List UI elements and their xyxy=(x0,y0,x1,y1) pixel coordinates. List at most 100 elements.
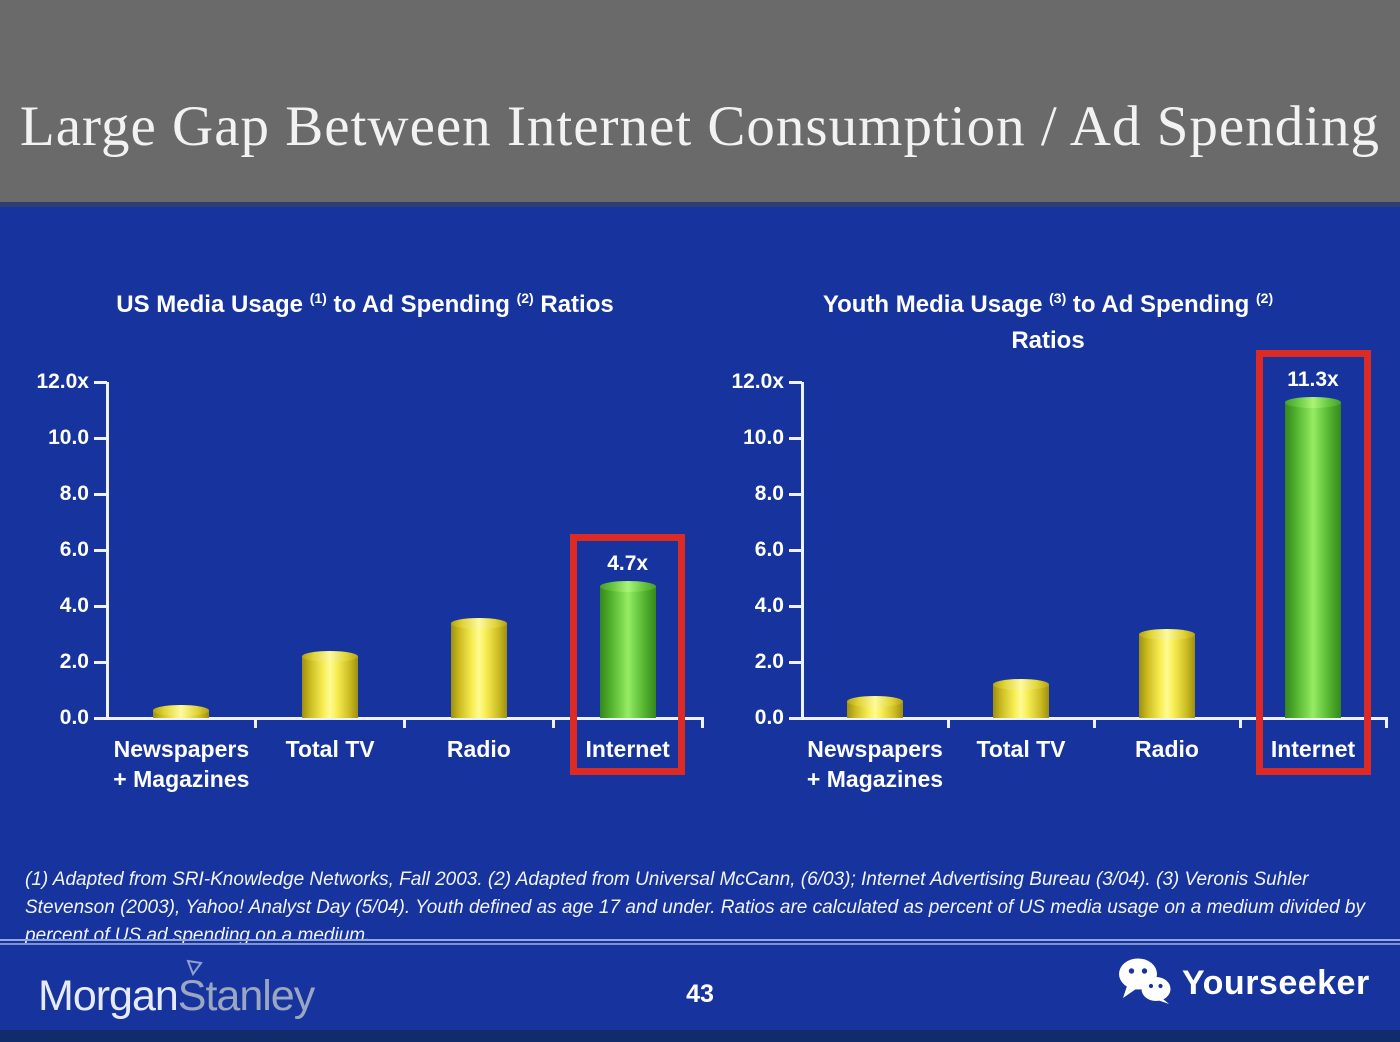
category-label: Radio xyxy=(389,734,569,764)
category-label-line: Radio xyxy=(446,736,511,762)
highlight-rectangle xyxy=(1255,349,1371,775)
y-tick xyxy=(789,660,802,664)
x-tick xyxy=(1238,718,1242,728)
y-axis xyxy=(800,382,804,718)
category-label-line: Internet xyxy=(585,736,670,762)
category-label: Newspapers + Magazines xyxy=(785,734,965,794)
y-tick-label: 10.0 xyxy=(743,426,784,449)
chart-title-text: (2) xyxy=(516,290,534,306)
brand-stanley: Stanley xyxy=(177,972,315,1020)
morgan-stanley-flag-icon xyxy=(186,959,204,982)
y-tick-label: 6.0 xyxy=(754,538,784,561)
x-tick xyxy=(1384,718,1388,728)
category-label: Newspapers + Magazines xyxy=(91,734,271,794)
y-tick xyxy=(789,716,802,720)
y-tick xyxy=(789,492,802,496)
y-tick-label: 12.0x xyxy=(731,370,784,393)
y-tick xyxy=(94,380,107,384)
y-tick-label: 2.0 xyxy=(754,650,784,673)
chart-title: US Media Usage (1) to Ad Spending (2) Ra… xyxy=(116,288,613,324)
highlight-rectangle xyxy=(570,534,686,775)
wechat-icon xyxy=(1118,958,1172,1009)
y-tick xyxy=(94,604,107,608)
chart-title-text: Youth Media Usage xyxy=(822,291,1050,318)
chart-title-text: to Ad Spending xyxy=(1066,291,1257,318)
yourseeker-label: Yourseeker xyxy=(1182,964,1370,1002)
bar-total-tv xyxy=(993,679,1049,718)
footer-separator xyxy=(0,939,1400,945)
page-number: 43 xyxy=(686,980,714,1008)
category-label-line: Newspapers xyxy=(113,736,250,762)
y-tick xyxy=(94,660,107,664)
chart-title-text: (2) xyxy=(1256,290,1274,306)
bar-cap xyxy=(847,696,903,708)
category-label-line: Radio xyxy=(1135,736,1199,762)
category-label-line: + Magazines xyxy=(806,766,944,792)
x-tick xyxy=(551,718,555,728)
bar-cap xyxy=(450,617,507,629)
chart-title-text: (3) xyxy=(1049,290,1067,306)
footnote-text: (1) Adapted from SRI-Knowledge Networks,… xyxy=(25,869,1365,946)
x-tick xyxy=(700,718,704,728)
y-tick-label: 6.0 xyxy=(59,538,89,561)
bar-internet xyxy=(1285,396,1341,718)
category-label: Total TV xyxy=(240,734,420,764)
bar-cap xyxy=(993,679,1049,691)
chart-title-text: US Media Usage xyxy=(116,291,310,318)
bar-cap xyxy=(153,704,210,716)
bar-cap xyxy=(599,581,656,593)
y-tick-label: 10.0 xyxy=(48,426,89,449)
y-tick-label: 8.0 xyxy=(59,482,89,505)
brand-morgan: Morgan xyxy=(38,972,179,1020)
y-tick xyxy=(789,548,802,552)
bar-cap xyxy=(1139,629,1195,640)
category-label: Radio xyxy=(1077,734,1257,764)
bar-newspapers xyxy=(847,696,903,718)
x-tick xyxy=(1092,718,1096,728)
bar-internet xyxy=(599,581,656,718)
y-tick-label: 4.0 xyxy=(754,594,784,617)
category-label: Internet xyxy=(538,734,718,764)
y-tick xyxy=(94,492,107,496)
y-tick xyxy=(94,436,107,440)
chart-title-text: (1) xyxy=(309,290,327,306)
bar-radio xyxy=(1139,629,1195,718)
y-tick xyxy=(94,548,107,552)
category-label-line: Internet xyxy=(1270,736,1356,762)
bar-newspapers xyxy=(153,704,210,718)
y-tick-label: 0.0 xyxy=(59,706,89,729)
y-tick-label: 8.0 xyxy=(754,482,784,505)
x-tick xyxy=(946,718,950,728)
category-label: Internet xyxy=(1223,734,1400,764)
y-tick-label: 2.0 xyxy=(59,650,89,673)
x-tick xyxy=(403,718,406,728)
y-axis xyxy=(105,382,109,718)
x-tick xyxy=(254,718,258,728)
chart-title-text: Ratios xyxy=(1011,327,1085,354)
category-label: Total TV xyxy=(931,734,1111,764)
y-tick xyxy=(789,604,802,608)
yourseeker-logo: Yourseeker xyxy=(1118,958,1370,1009)
y-tick xyxy=(789,436,802,440)
bar-radio xyxy=(450,617,507,718)
category-label-line: Newspapers xyxy=(807,736,943,762)
slide-header: Large Gap Between Internet Consumption /… xyxy=(0,0,1400,202)
chart-title-text: Ratios xyxy=(533,291,614,318)
bar-value-label: 4.7x xyxy=(607,552,649,576)
bottom-strip xyxy=(0,1030,1400,1042)
chart-title-text: to Ad Spending xyxy=(326,291,517,318)
y-tick-label: 0.0 xyxy=(754,706,784,729)
chart-title: Youth Media Usage (3) to Ad Spending (2)… xyxy=(823,288,1273,357)
bar-cap xyxy=(1285,396,1341,408)
bar-cap xyxy=(302,651,359,663)
morgan-stanley-logo: MorganStanley xyxy=(38,959,315,1021)
bar-value-label: 11.3x xyxy=(1287,367,1339,391)
page-title: Large Gap Between Internet Consumption /… xyxy=(19,95,1381,158)
bar-total-tv xyxy=(302,651,359,718)
header-divider xyxy=(0,202,1400,207)
y-tick-label: 12.0x xyxy=(36,370,89,393)
category-label-line: + Magazines xyxy=(113,766,250,792)
category-label-line: Total TV xyxy=(285,736,375,762)
